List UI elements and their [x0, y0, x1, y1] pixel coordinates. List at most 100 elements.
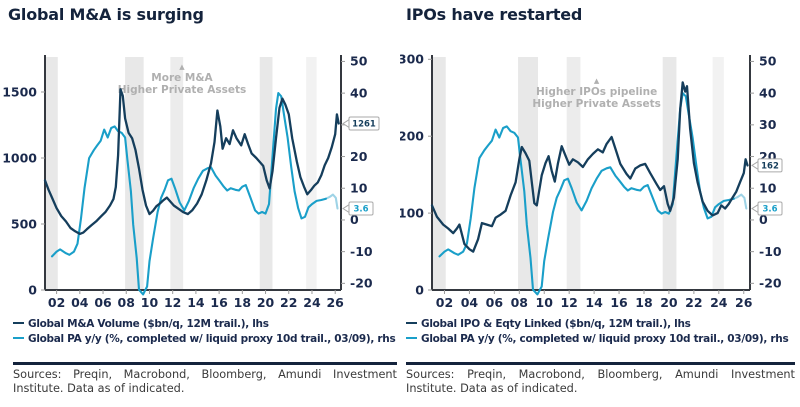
legend-label: Global PA y/y (%, completed w/ liquid pr…: [421, 333, 789, 345]
shaded-band: [306, 57, 317, 290]
axis-label: 50: [759, 54, 777, 69]
axis-label: 06: [94, 295, 112, 310]
shaded-band: [125, 57, 144, 290]
legend-item: Global PA y/y (%, completed w/ liquid pr…: [406, 332, 795, 347]
axis-label: 10: [759, 181, 777, 196]
axis-label: -10: [759, 244, 782, 259]
axis-label: 10: [350, 181, 368, 196]
ipo-volume-line: [430, 81, 749, 253]
source-divider: [13, 362, 397, 365]
axis-label: 14: [187, 295, 205, 310]
axis-label: 14: [585, 295, 603, 310]
end-value-label: 3.6: [762, 205, 777, 215]
axis-label: 20: [660, 295, 678, 310]
axis-label: 04: [461, 295, 479, 310]
axis-label: 20: [257, 295, 275, 310]
axes: [428, 55, 754, 294]
axis-label: 300: [400, 52, 424, 67]
annotation: Higher Private Assets: [118, 84, 247, 96]
axis-label: 10: [141, 295, 159, 310]
triangle-up-icon: ▲: [179, 63, 185, 71]
legend-item: Global IPO & Eqty Linked ($bn/q, 12M tra…: [406, 317, 795, 332]
axis-label: 0: [415, 282, 424, 297]
panel-ipos: IPOs have restarted 0 100 200 300 -20 -10 0 10 2…: [400, 0, 800, 407]
axis-label: 22: [280, 295, 297, 310]
axis-label: 06: [486, 295, 504, 310]
axis-label: 08: [118, 295, 135, 310]
line-marker-icon: [13, 321, 24, 325]
axis-label: 24: [710, 295, 728, 310]
end-value-callout: 3.6: [342, 201, 374, 216]
page-title: Global M&A is surging: [8, 5, 204, 24]
axis-label: 1500: [2, 84, 37, 99]
end-value-label: 1261: [352, 120, 376, 130]
legend-item: Global M&A Volume ($bn/q, 12M trail.), l…: [13, 317, 397, 332]
end-value-callout: 162: [751, 158, 783, 173]
axis-label: 0: [28, 282, 37, 297]
axis-label: Higher IPOs pipeline: [536, 86, 657, 98]
shaded-band: [432, 57, 446, 290]
axis-label: 10: [536, 295, 554, 310]
legend-item: Global PA y/y (%, completed w/ liquid pr…: [13, 332, 397, 347]
end-value-label: 162: [761, 162, 779, 172]
legend-label: Global M&A Volume ($bn/q, 12M trail.), l…: [28, 318, 269, 330]
event-bands: [432, 57, 724, 290]
axis-label: -20: [350, 276, 373, 291]
axis-label: 20: [350, 149, 368, 164]
ma-volume-line: [43, 88, 340, 236]
shaded-band: [662, 57, 677, 290]
axis-label: 18: [234, 295, 251, 310]
axis-label: 08: [511, 295, 528, 310]
shaded-band: [712, 57, 724, 290]
line-marker-icon: [406, 321, 417, 325]
pa-yoy-line: [438, 92, 735, 296]
end-value-label: 3.6: [353, 205, 368, 215]
source-divider: [406, 362, 795, 365]
ipo-chart: 0 100 200 300 -20 -10 0 10 20 30 40 50 02 04 06 08 10 12 1…: [400, 52, 783, 310]
end-value-callout: 3.6: [751, 201, 783, 216]
legend-label: Global IPO & Eqty Linked ($bn/q, 12M tra…: [421, 318, 691, 330]
axes: [41, 55, 345, 294]
axis-label: 40: [350, 85, 368, 100]
page-title: IPOs have restarted: [406, 5, 583, 24]
axis-label: 30: [759, 117, 777, 132]
shaded-band: [170, 57, 184, 290]
annotation: Higher Private Assets: [532, 98, 661, 110]
shaded-band: [45, 57, 58, 290]
axis-label: 16: [210, 295, 228, 310]
axis-label: 12: [560, 295, 577, 310]
panel-global-ma: Global M&A is surging 0 500 1000 1500 -20 -10…: [2, 5, 397, 395]
axis-label: 02: [48, 295, 65, 310]
shaded-band: [566, 57, 581, 290]
axis-label: 40: [759, 85, 777, 100]
axis-label: 12: [164, 295, 181, 310]
axis-label: More M&A: [151, 72, 213, 84]
axis-label: Higher Private Assets: [532, 98, 661, 110]
axis-label: 1000: [2, 150, 37, 165]
source-text: Sources: Preqin, Macrobond, Bloomberg, A…: [406, 368, 795, 395]
axis-label: 16: [610, 295, 628, 310]
axis-label: 22: [685, 295, 702, 310]
pa-yoy-line-proxy-tail: [732, 193, 748, 210]
axis-label: 26: [735, 295, 753, 310]
axis-label: 24: [303, 295, 321, 310]
shaded-band: [518, 57, 538, 290]
ma-chart: 050010001500-20-100102030405002040608101…: [2, 54, 380, 310]
source-text: Sources: Preqin, Macrobond, Bloomberg, A…: [13, 368, 397, 395]
triangle-up-icon: ▲: [594, 77, 600, 85]
axis-label: Higher Private Assets: [118, 84, 247, 96]
axis-label: 0: [759, 212, 768, 227]
line-marker-icon: [406, 336, 417, 340]
axis-label: 26: [326, 295, 344, 310]
axis-label: 0: [350, 212, 359, 227]
axis-label: 500: [11, 216, 37, 231]
end-value-callout: 1261: [342, 116, 380, 131]
pa-yoy-line-proxy-tail: [324, 193, 339, 210]
axis-label: 04: [71, 295, 89, 310]
axis-label: 200: [400, 129, 424, 144]
axis-label: -10: [350, 244, 373, 259]
pa-yoy-line: [50, 92, 327, 296]
axis-label: 02: [436, 295, 453, 310]
axis-label: 100: [400, 205, 424, 220]
